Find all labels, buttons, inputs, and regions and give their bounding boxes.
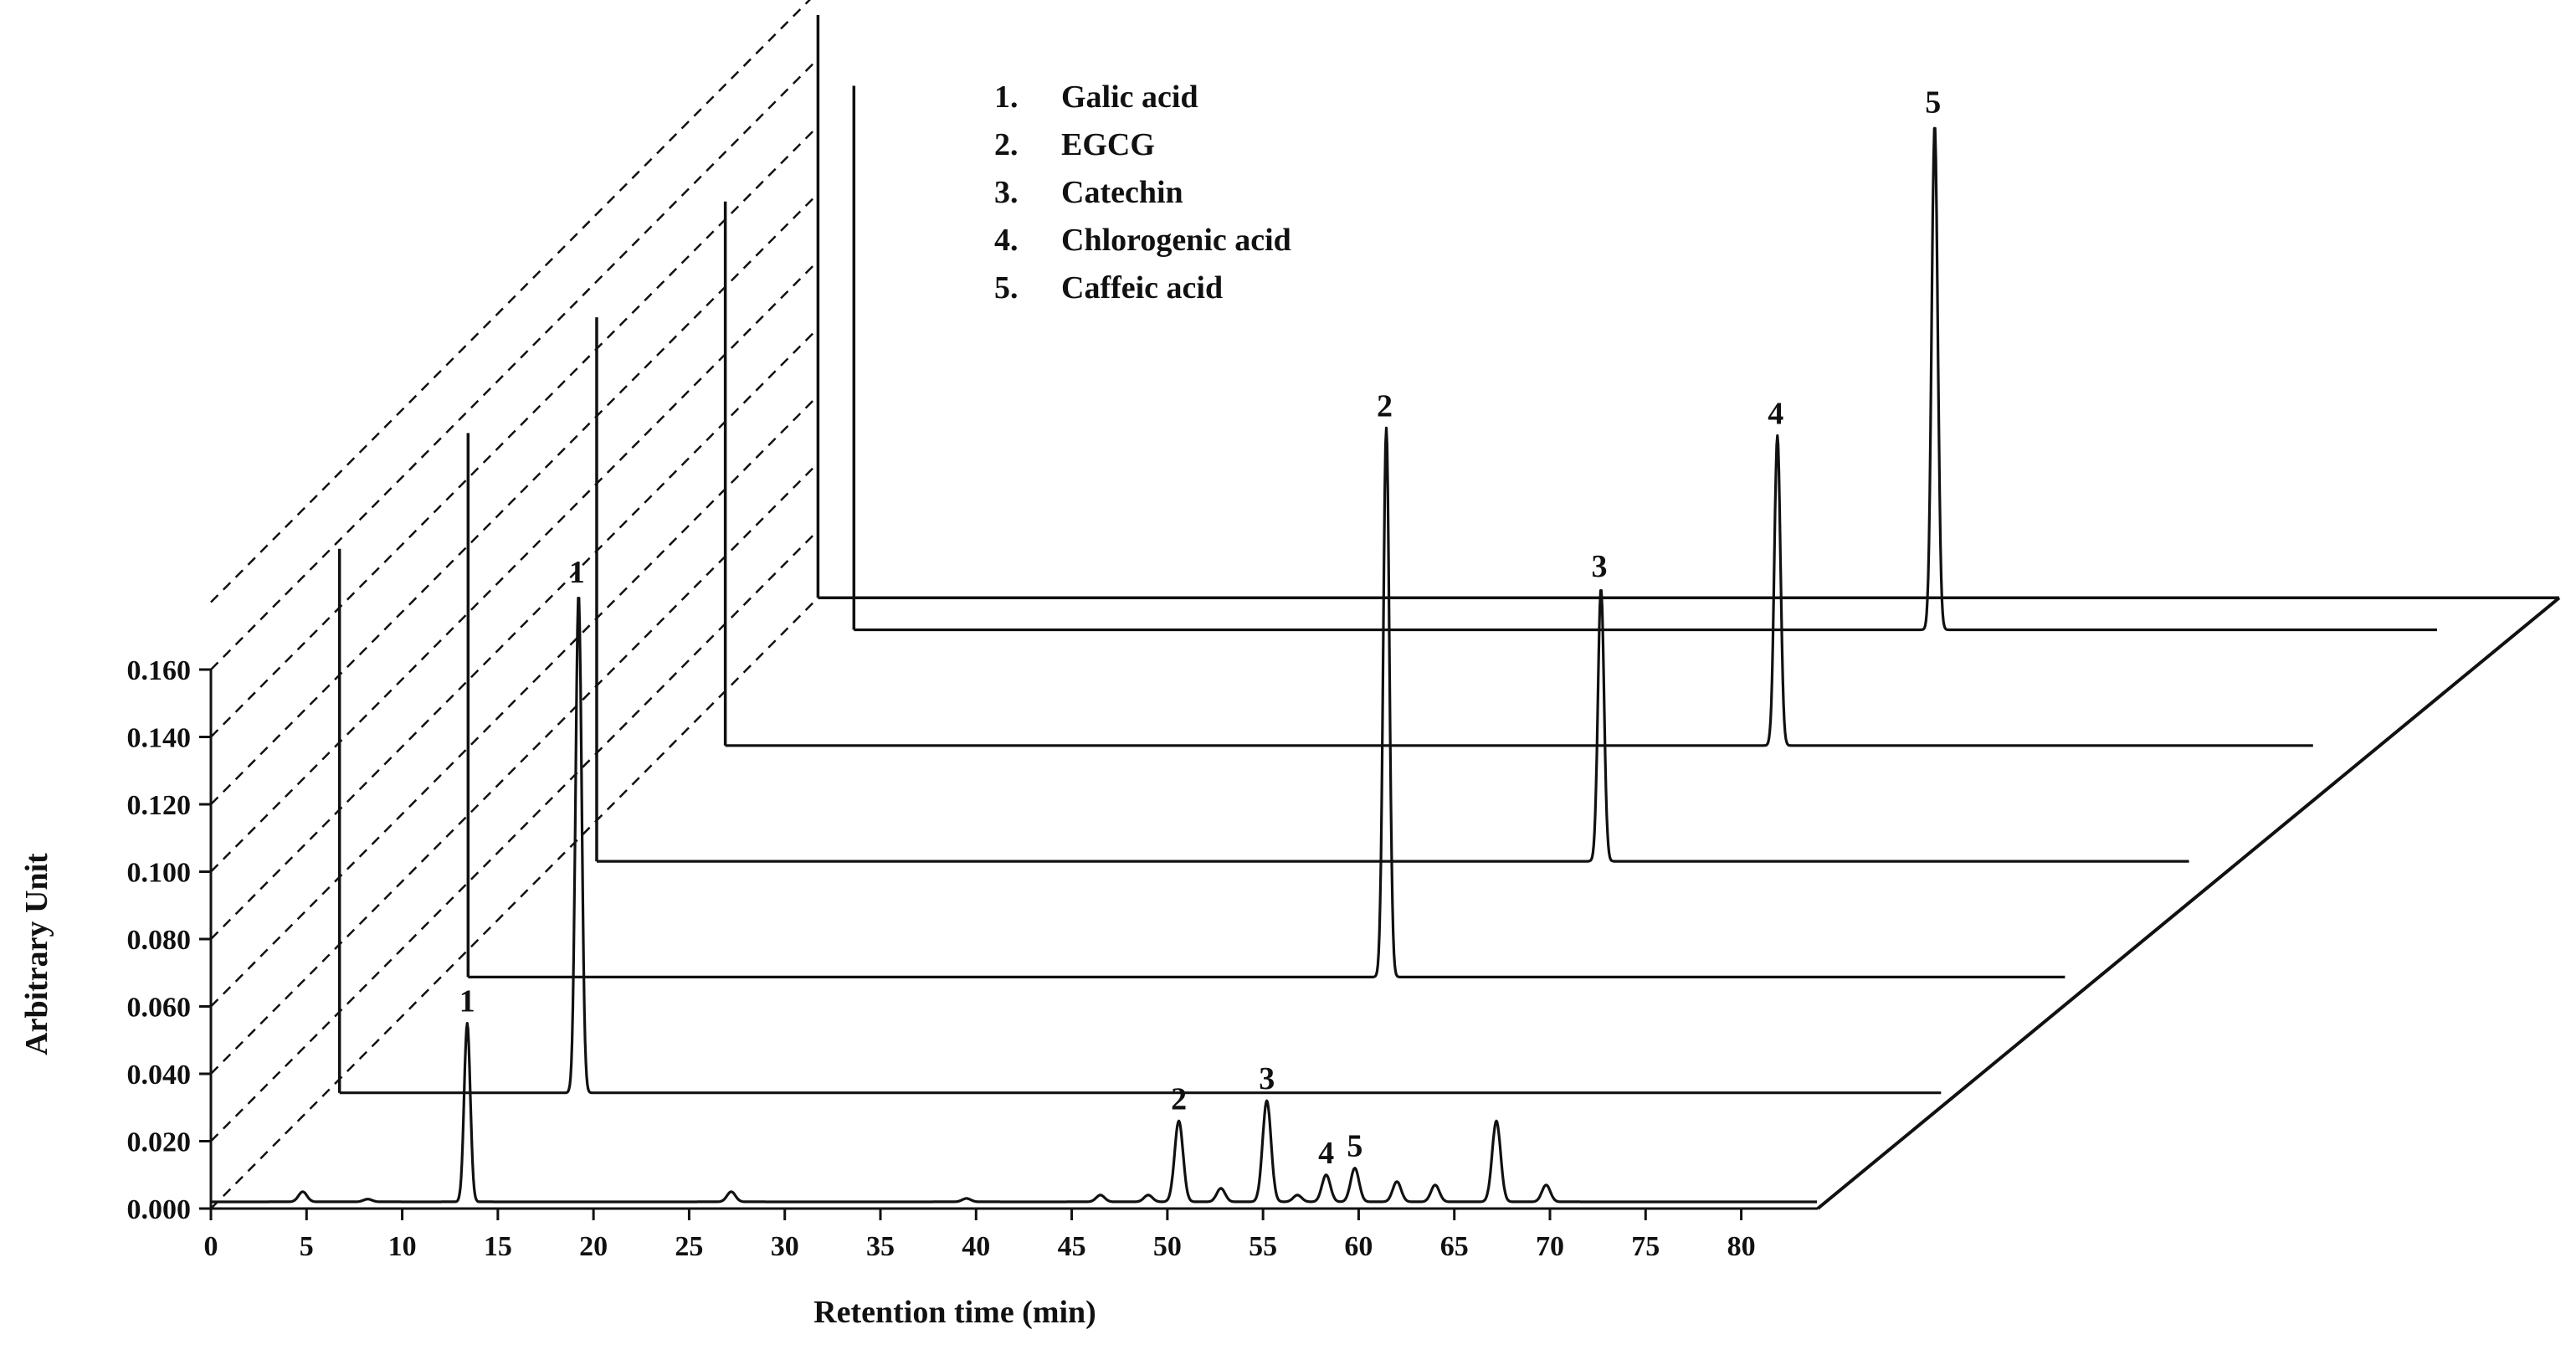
peak-label: 2	[1171, 1081, 1187, 1116]
legend-entry-name: Chlorogenic acid	[1061, 223, 1291, 258]
chromatogram-trace-3	[467, 426, 2066, 978]
peak-label: 5	[1347, 1129, 1362, 1164]
depth-gridline	[210, 192, 819, 805]
peak-label: 2	[1377, 388, 1393, 423]
peak-label: 1	[569, 555, 585, 590]
depth-gridline	[210, 529, 819, 1142]
trace-layer	[210, 126, 2438, 1204]
depth-gridline	[210, 597, 819, 1209]
y-axis-title: Arbitrary Unit	[19, 853, 54, 1055]
depth-gridline	[210, 327, 819, 940]
x-tick-label: 70	[1536, 1231, 1564, 1262]
x-tick-label: 50	[1153, 1231, 1182, 1262]
x-tick-label: 60	[1344, 1231, 1373, 1262]
peak-label: 4	[1768, 396, 1783, 431]
depth-gridline	[210, 125, 819, 738]
peak-label: 5	[1925, 85, 1941, 121]
legend-entry-number: 3.	[994, 175, 1019, 210]
y-tick-label: 0.140	[127, 723, 192, 754]
axes-layer: 0.000 0.020 0.040 0.060 0.080 0.100 0.120 0.140…	[127, 655, 1818, 1262]
legend-entry-name: Catechin	[1061, 175, 1183, 210]
x-tick-label: 0	[204, 1231, 218, 1262]
x-tick-label: 45	[1058, 1231, 1086, 1262]
y-tick-label: 0.060	[127, 993, 192, 1024]
x-tick-label: 75	[1631, 1231, 1660, 1262]
depth-gridline	[210, 259, 819, 873]
y-tick-label: 0.020	[127, 1127, 192, 1158]
peak-label: 1	[459, 984, 475, 1019]
y-tick-label: 0.080	[127, 925, 192, 956]
x-tick-label: 40	[962, 1231, 990, 1262]
chromatogram-trace-4	[596, 589, 2190, 863]
legend-entry-number: 1.	[994, 80, 1019, 115]
chromatogram-trace-1	[210, 1022, 1818, 1204]
legend-entry-name: EGCG	[1061, 127, 1155, 162]
y-tick-label: 0.040	[127, 1060, 192, 1091]
legend-entry-number: 5.	[994, 270, 1019, 305]
x-tick-label: 80	[1727, 1231, 1756, 1262]
x-tick-label: 10	[388, 1231, 417, 1262]
legend-entry-number: 2.	[994, 127, 1019, 162]
x-tick-label: 20	[579, 1231, 608, 1262]
right-floor-edge	[1816, 596, 2561, 1210]
x-tick-label: 35	[866, 1231, 895, 1262]
chart-frame	[210, 0, 2561, 1210]
legend-entry-name: Galic acid	[1061, 80, 1198, 115]
peak-label: 3	[1259, 1061, 1275, 1096]
y-tick-label: 0.000	[127, 1194, 192, 1225]
depth-gridline	[210, 394, 819, 1008]
depth-gridline	[210, 0, 811, 603]
x-axis-title: Retention time (min)	[813, 1295, 1096, 1330]
y-tick-label: 0.120	[127, 790, 192, 821]
x-tick-label: 25	[675, 1231, 703, 1262]
legend-entry-number: 4.	[994, 223, 1019, 258]
peak-label: 4	[1318, 1136, 1334, 1171]
depth-gridline	[210, 58, 819, 670]
legend-entry-name: Caffeic acid	[1061, 270, 1223, 305]
y-tick-label: 0.100	[127, 858, 192, 889]
x-tick-label: 55	[1249, 1231, 1277, 1262]
chromatogram-trace-5	[725, 434, 2314, 747]
y-tick-label: 0.160	[127, 655, 192, 686]
x-tick-label: 30	[771, 1231, 799, 1262]
depth-gridline	[210, 462, 819, 1075]
legend: 1. Galic acid 2. EGCG 3. Catechin 4. Chlorogeni…	[994, 80, 1291, 305]
chromatogram-trace-2	[339, 597, 1942, 1095]
peak-label: 3	[1591, 549, 1607, 584]
x-tick-label: 5	[300, 1231, 314, 1262]
x-tick-label: 65	[1440, 1231, 1469, 1262]
x-tick-label: 15	[484, 1231, 512, 1262]
chromatogram-trace-6	[853, 126, 2438, 632]
